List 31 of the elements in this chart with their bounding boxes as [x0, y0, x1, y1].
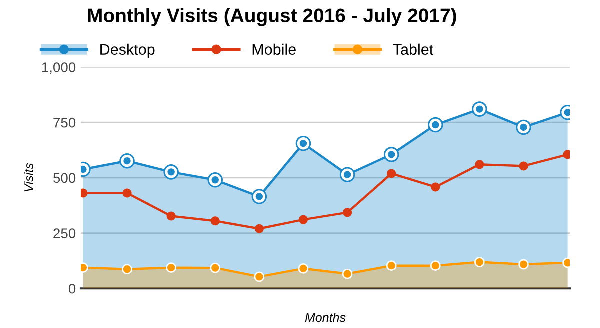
- legend-label: Desktop: [100, 44, 155, 58]
- point: [298, 215, 308, 224]
- y-tick-label: 1,000: [42, 62, 76, 74]
- chart-title: Monthly Visits (August 2016 - July 2017): [88, 8, 456, 26]
- point: [518, 259, 529, 270]
- legend-label: Tablet: [393, 44, 434, 56]
- point: [343, 208, 352, 218]
- point: [166, 212, 176, 221]
- point: [298, 264, 309, 274]
- point: [474, 257, 485, 268]
- point: [342, 268, 353, 280]
- point: [254, 224, 264, 234]
- y-axis-title: Visits: [24, 163, 34, 192]
- point: [431, 182, 440, 192]
- point: [166, 262, 177, 274]
- y-tick-label: 0: [68, 284, 76, 294]
- point: [519, 162, 528, 171]
- point: [386, 260, 397, 272]
- point: [430, 260, 441, 272]
- point: [475, 160, 484, 170]
- y-tick-label: 750: [54, 118, 76, 128]
- point: [122, 188, 132, 198]
- y-tick-label: 500: [54, 173, 76, 184]
- point: [122, 264, 132, 275]
- x-axis-title: Months: [305, 312, 346, 322]
- legend-label: Mobile: [252, 44, 296, 56]
- y-tick-label: 250: [54, 228, 76, 238]
- point: [254, 272, 265, 282]
- point: [210, 216, 220, 226]
- point: [210, 262, 221, 274]
- point: [387, 169, 396, 178]
